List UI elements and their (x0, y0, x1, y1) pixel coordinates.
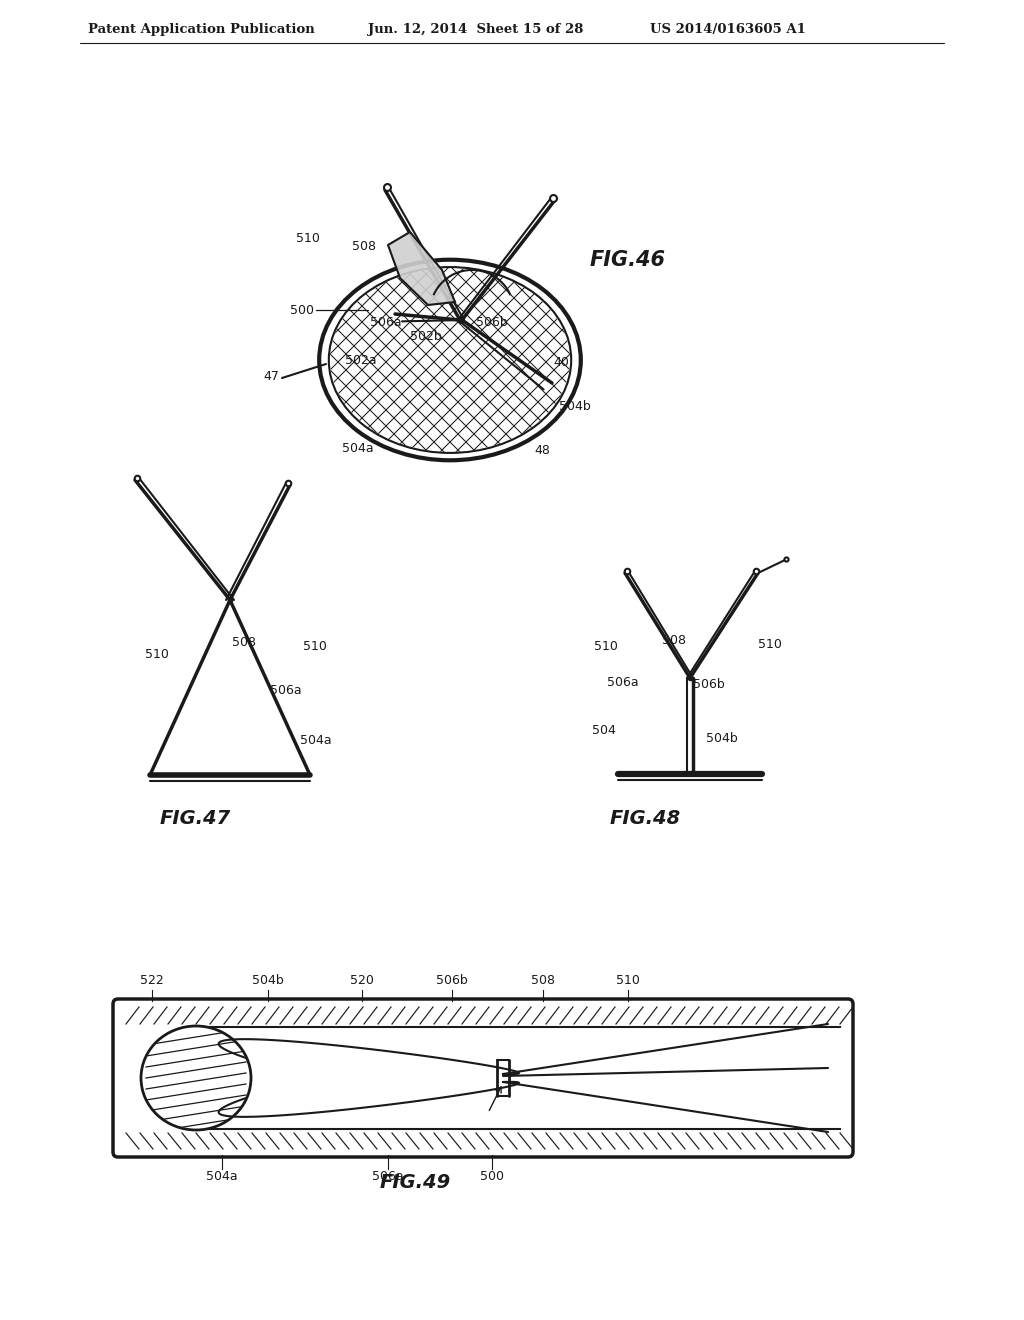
Text: 500: 500 (290, 304, 314, 317)
Text: 506a: 506a (370, 317, 401, 330)
Text: 506a: 506a (372, 1171, 403, 1184)
Text: 510: 510 (594, 640, 617, 653)
Text: 508: 508 (531, 974, 555, 986)
Text: 47: 47 (263, 370, 279, 383)
Text: 504b: 504b (559, 400, 591, 413)
Text: 500: 500 (480, 1171, 504, 1184)
Text: 506a: 506a (270, 684, 302, 697)
Text: 510: 510 (145, 648, 169, 660)
Polygon shape (388, 232, 455, 305)
Text: 502a: 502a (345, 354, 377, 367)
Text: 504a: 504a (342, 442, 374, 455)
Text: 510: 510 (303, 640, 327, 653)
Text: 40: 40 (553, 355, 569, 368)
Text: Patent Application Publication: Patent Application Publication (88, 24, 314, 37)
Text: 522: 522 (140, 974, 164, 986)
Text: 504a: 504a (206, 1171, 238, 1184)
Text: 504b: 504b (706, 731, 737, 744)
Text: 48: 48 (534, 444, 550, 457)
Text: 504a: 504a (300, 734, 332, 747)
Text: 508: 508 (232, 635, 256, 648)
Text: FIG.47: FIG.47 (160, 808, 231, 828)
Text: 504b: 504b (252, 974, 284, 986)
Text: 506b: 506b (436, 974, 468, 986)
Text: 510: 510 (758, 638, 782, 651)
Text: 510: 510 (616, 974, 640, 986)
Text: 508: 508 (352, 239, 376, 252)
Text: FIG.48: FIG.48 (610, 808, 681, 828)
Text: US 2014/0163605 A1: US 2014/0163605 A1 (650, 24, 806, 37)
Text: FIG.49: FIG.49 (379, 1172, 451, 1192)
Text: Jun. 12, 2014  Sheet 15 of 28: Jun. 12, 2014 Sheet 15 of 28 (368, 24, 584, 37)
Text: 504: 504 (592, 723, 615, 737)
Text: 506b: 506b (476, 317, 508, 330)
Text: 520: 520 (350, 974, 374, 986)
Text: 506a: 506a (607, 676, 639, 689)
Text: FIG.46: FIG.46 (590, 249, 666, 271)
Text: 506b: 506b (693, 677, 725, 690)
Text: 510: 510 (296, 231, 319, 244)
Text: 502b: 502b (410, 330, 441, 343)
Text: 508: 508 (662, 634, 686, 647)
